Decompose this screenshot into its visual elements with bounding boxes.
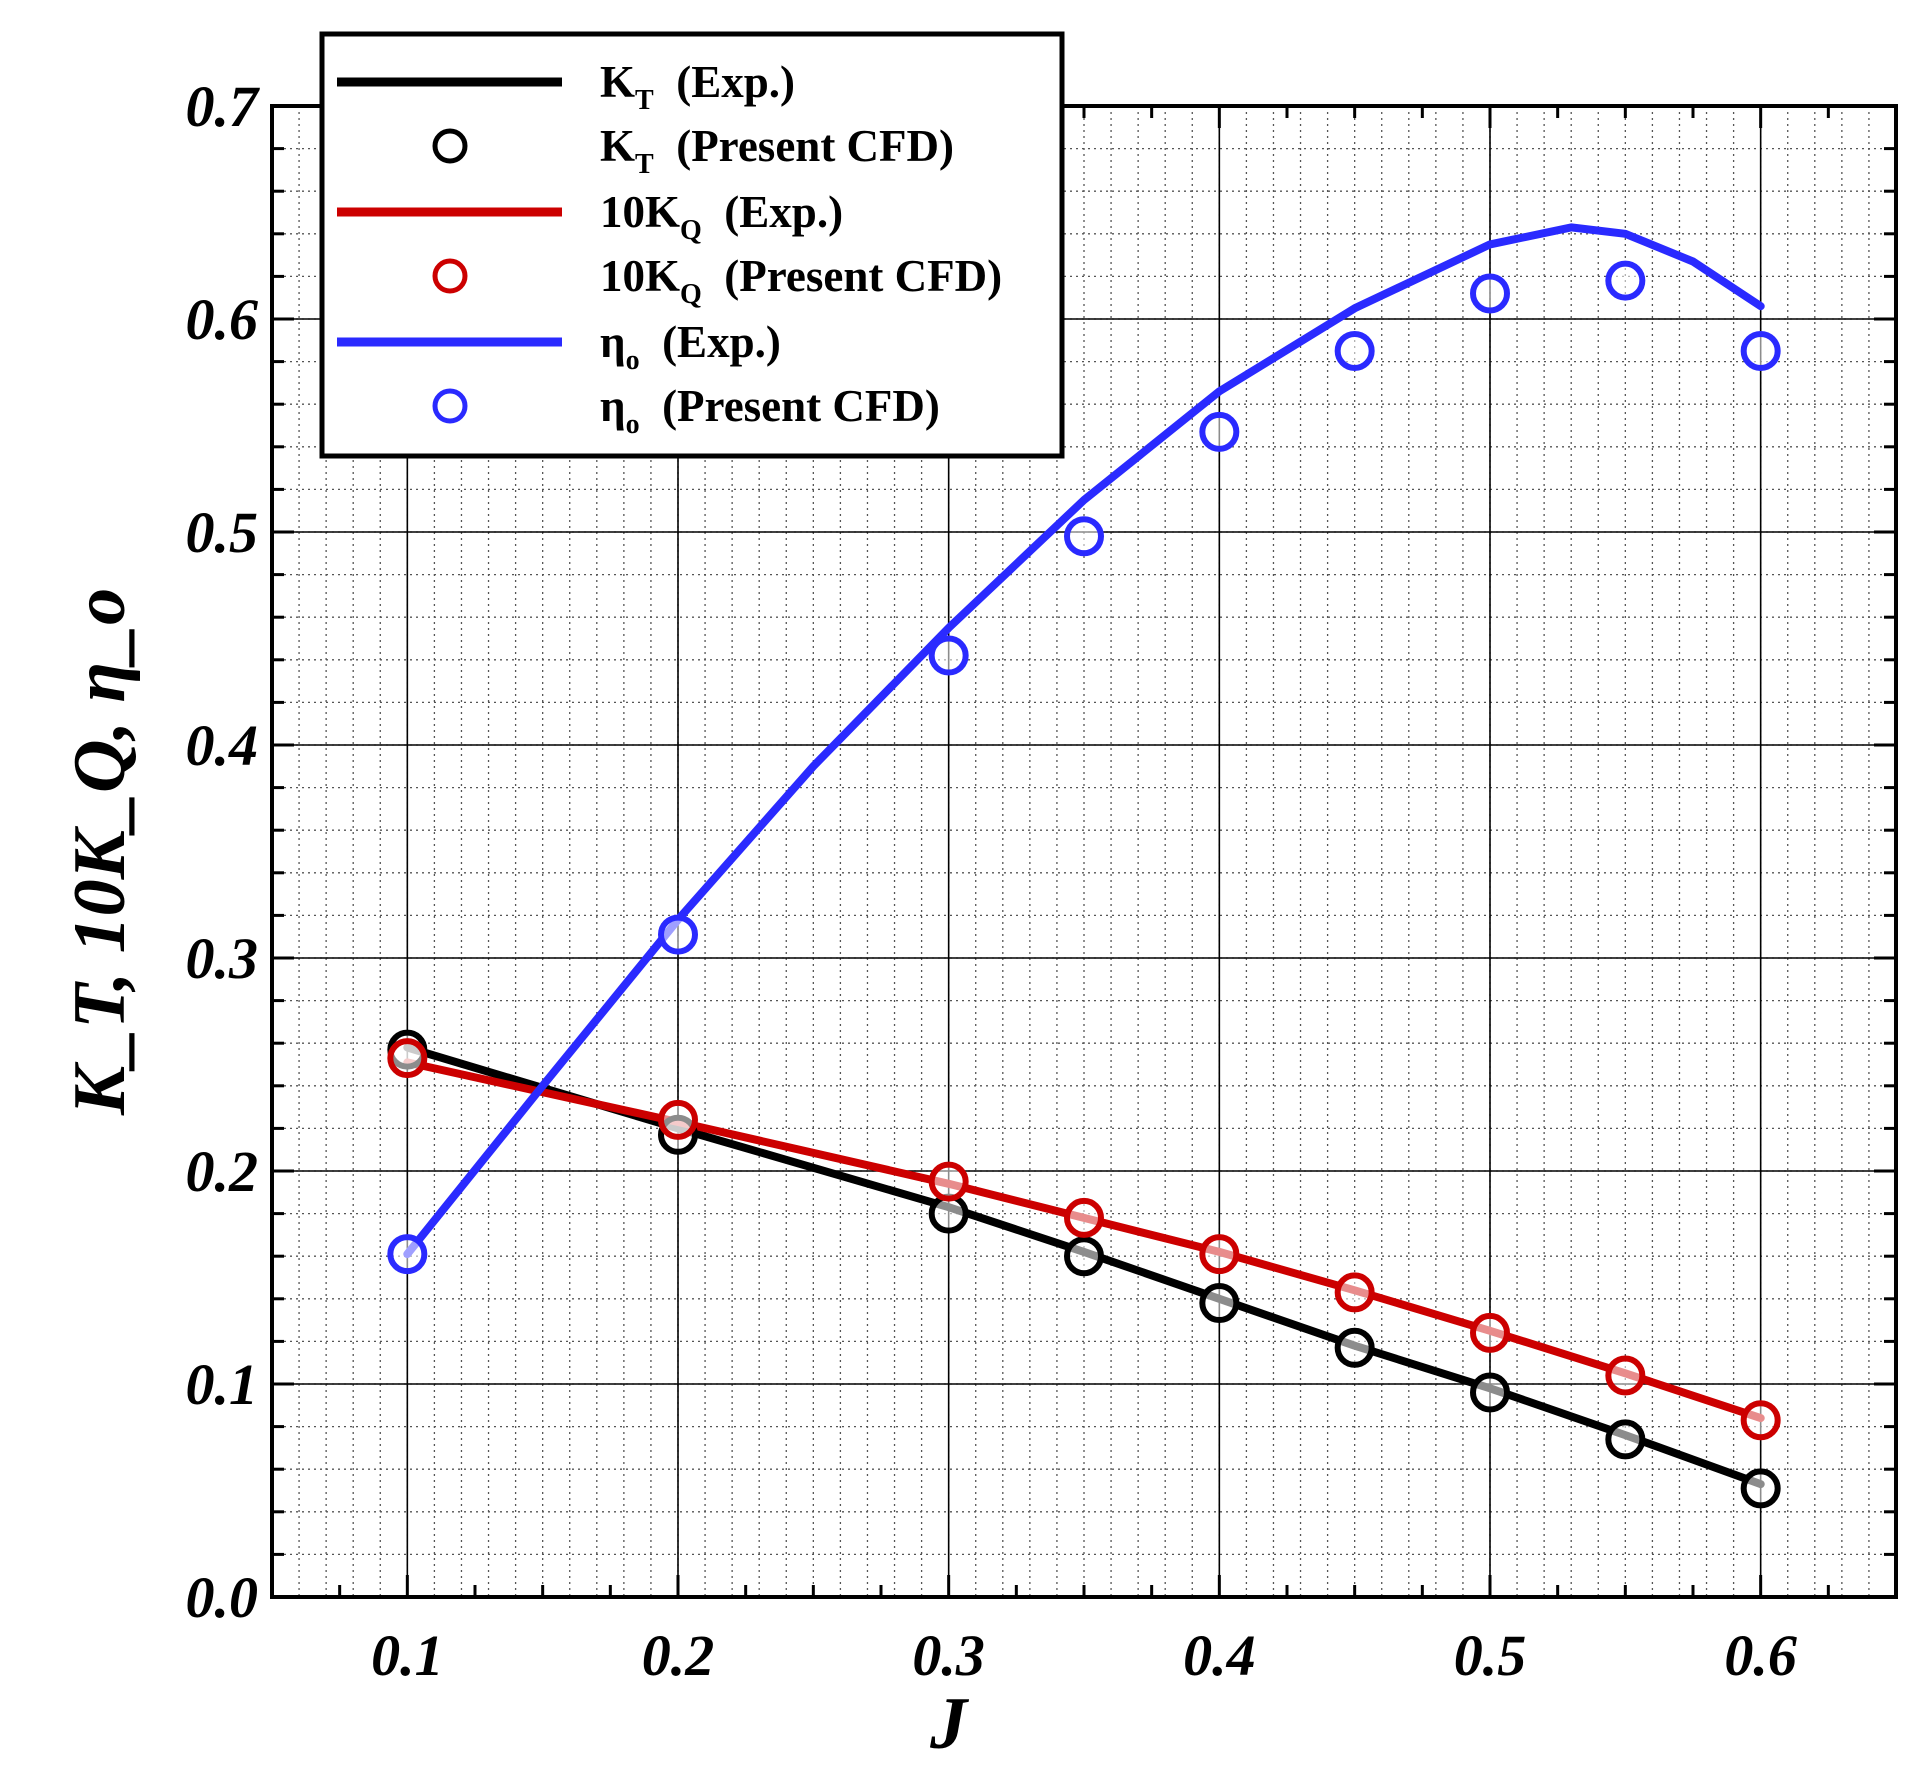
- data-point-3: [1740, 1400, 1781, 1441]
- data-point-3: [658, 1099, 698, 1140]
- legend-swatch-marker: [432, 128, 468, 164]
- legend-swatch-marker: [432, 388, 468, 424]
- data-point-5: [387, 1234, 428, 1275]
- legend-box: [319, 31, 1065, 459]
- data-point-3: [1064, 1197, 1104, 1238]
- legend-label: KT (Present CFD): [600, 121, 954, 180]
- data-point-1: [1064, 1236, 1104, 1277]
- data-point-5: [1605, 260, 1646, 301]
- data-point-5: [1334, 330, 1375, 371]
- data-point-3: [1334, 1272, 1375, 1313]
- legend-swatch-marker: [432, 258, 468, 294]
- plot-series: [387, 223, 1781, 1509]
- data-point-1: [928, 1193, 969, 1234]
- y-tick-label: 0.1: [186, 1352, 259, 1417]
- data-point-1: [1740, 1468, 1781, 1509]
- y-tick-label: 0.3: [186, 926, 259, 991]
- y-tick-label: 0.2: [186, 1139, 259, 1204]
- data-point-5: [1740, 330, 1781, 371]
- data-point-3: [387, 1038, 428, 1079]
- x-tick-label: 0.5: [1454, 1623, 1527, 1688]
- data-point-3: [1605, 1355, 1646, 1396]
- x-tick-label: 0.3: [912, 1623, 985, 1688]
- x-tick-label: 0.4: [1183, 1623, 1256, 1688]
- data-point-5: [1470, 273, 1510, 314]
- data-point-1: [1199, 1283, 1240, 1324]
- y-tick-label: 0.6: [186, 287, 259, 352]
- legend-label: ηo (Exp.): [600, 317, 781, 376]
- y-tick-label: 0.4: [186, 713, 259, 778]
- data-point-5: [1064, 516, 1104, 557]
- data-point-5: [928, 635, 969, 676]
- legend-label: 10KQ (Present CFD): [600, 251, 1002, 310]
- legend-label: KT (Exp.): [600, 57, 795, 116]
- x-tick-label: 0.2: [642, 1623, 715, 1688]
- data-point-1: [1334, 1327, 1375, 1368]
- tick-labels: 0.1 0.2 0.3 0.4 0.5 0.6 0.0 0.1 0.2 0.3 0.4 0.5 0.6 0…: [186, 74, 1797, 1688]
- y-tick-label: 0.5: [186, 500, 259, 565]
- legend: KT (Exp.)KT (Present CFD) 10KQ (Exp.)10KQ…: [319, 31, 1065, 459]
- data-point-3: [928, 1161, 969, 1202]
- axis-titles: J K_T, 10K_Q, η_o: [59, 588, 969, 1765]
- data-point-5: [1199, 411, 1240, 452]
- x-tick-label: 0.6: [1724, 1623, 1797, 1688]
- y-tick-label: 0.0: [186, 1565, 259, 1630]
- legend-label: 10KQ (Exp.): [600, 187, 843, 246]
- data-point-3: [1470, 1312, 1510, 1353]
- y-tick-label: 0.7: [186, 74, 261, 139]
- data-point-5: [658, 914, 698, 955]
- data-point-3: [1199, 1234, 1240, 1275]
- axis-ticks: [270, 104, 1898, 1599]
- y-axis-title: K_T, 10K_Q, η_o: [59, 588, 141, 1116]
- data-point-1: [1605, 1419, 1646, 1460]
- data-point-1: [1470, 1372, 1510, 1413]
- legend-label: ηo (Present CFD): [600, 381, 940, 440]
- x-axis-title: J: [929, 1683, 969, 1765]
- x-tick-label: 0.1: [371, 1623, 444, 1688]
